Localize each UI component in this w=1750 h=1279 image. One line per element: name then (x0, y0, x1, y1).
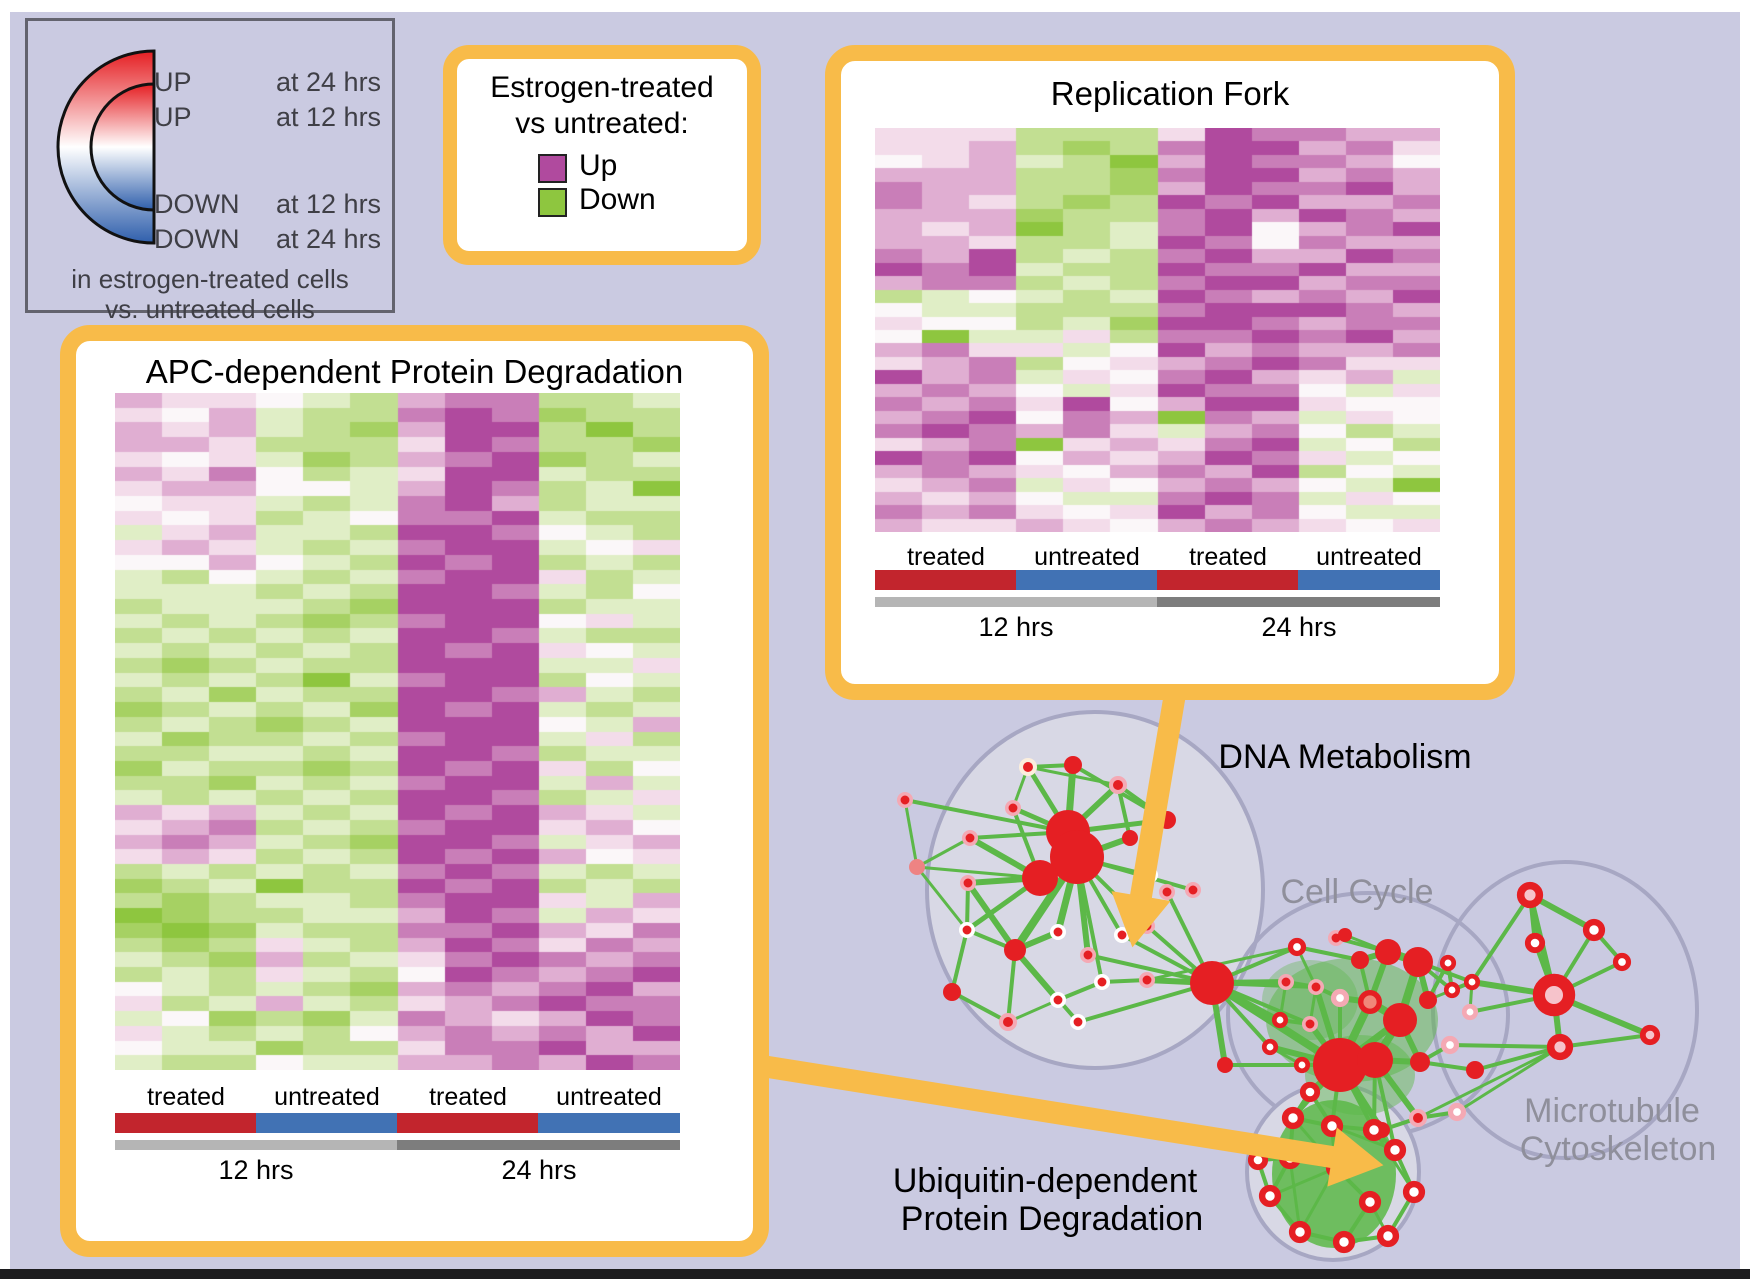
color-legend-title-line2: vs untreated: (515, 107, 689, 140)
replication-fork-heatmap (875, 128, 1440, 532)
replication-fork-title: Replication Fork (1050, 75, 1290, 112)
apc-24hrs-label: 24 hrs (501, 1155, 577, 1185)
rf-treated-bar-12 (875, 570, 1016, 590)
rf-24hrs-bar (1157, 597, 1440, 607)
legend-up-24-time: at 24 hrs (276, 67, 382, 97)
node-color-legend: UP at 24 hrs UP at 12 hrs DOWN at 12 hrs… (25, 18, 395, 324)
apc-group-untreated-12: untreated (274, 1083, 380, 1111)
rf-group-treated-12: treated (907, 543, 985, 571)
apc-treated-bar-12 (115, 1113, 256, 1133)
rf-treated-bar-24 (1157, 570, 1298, 590)
apc-heatmap (115, 393, 680, 1070)
apc-12hrs-label: 12 hrs (218, 1155, 294, 1185)
rf-group-treated-24: treated (1189, 543, 1267, 571)
rf-group-untreated-24: untreated (1316, 543, 1422, 571)
down-label: Down (579, 183, 656, 216)
up-swatch-icon (538, 154, 567, 183)
replication-fork-panel: Replication Fork treated untreated treat… (825, 45, 1515, 700)
apc-group-treated-12: treated (147, 1083, 225, 1111)
legend-up-12-dir: UP (154, 102, 192, 132)
apc-treated-bar-24 (397, 1113, 538, 1133)
up-label: Up (579, 149, 618, 182)
apc-untreated-bar-12 (256, 1113, 397, 1133)
apc-title: APC-dependent Protein Degradation (145, 353, 684, 390)
apc-untreated-bar-24 (538, 1113, 680, 1133)
node-legend-circle-icon (56, 49, 156, 245)
updown-color-legend: Estrogen-treated vs untreated: Up Down (443, 45, 761, 265)
apc-group-treated-24: treated (429, 1083, 507, 1111)
legend-caption-line2: vs. untreated cells (105, 294, 315, 324)
legend-up-24-dir: UP (154, 67, 192, 97)
rf-group-untreated-12: untreated (1034, 543, 1140, 571)
rf-untreated-bar-24 (1298, 570, 1440, 590)
rf-12hrs-bar (875, 597, 1157, 607)
rf-12hrs-label: 12 hrs (978, 612, 1054, 642)
bottom-edge-strip (0, 1269, 1750, 1279)
rf-untreated-bar-12 (1016, 570, 1157, 590)
down-swatch-icon (538, 188, 567, 217)
legend-down-24-time: at 24 hrs (276, 224, 382, 254)
apc-24hrs-bar (397, 1140, 680, 1150)
rf-24hrs-label: 24 hrs (1261, 612, 1337, 642)
apc-12hrs-bar (115, 1140, 397, 1150)
legend-down-24-dir: DOWN (154, 224, 240, 254)
apc-group-untreated-24: untreated (556, 1083, 662, 1111)
legend-down-12-time: at 12 hrs (276, 189, 382, 219)
legend-up-12-time: at 12 hrs (276, 102, 382, 132)
legend-down-12-dir: DOWN (154, 189, 240, 219)
color-legend-title-line1: Estrogen-treated (490, 71, 714, 104)
apc-degradation-panel: APC-dependent Protein Degradation treate… (60, 325, 769, 1257)
legend-caption-line1: in estrogen-treated cells (71, 264, 349, 294)
